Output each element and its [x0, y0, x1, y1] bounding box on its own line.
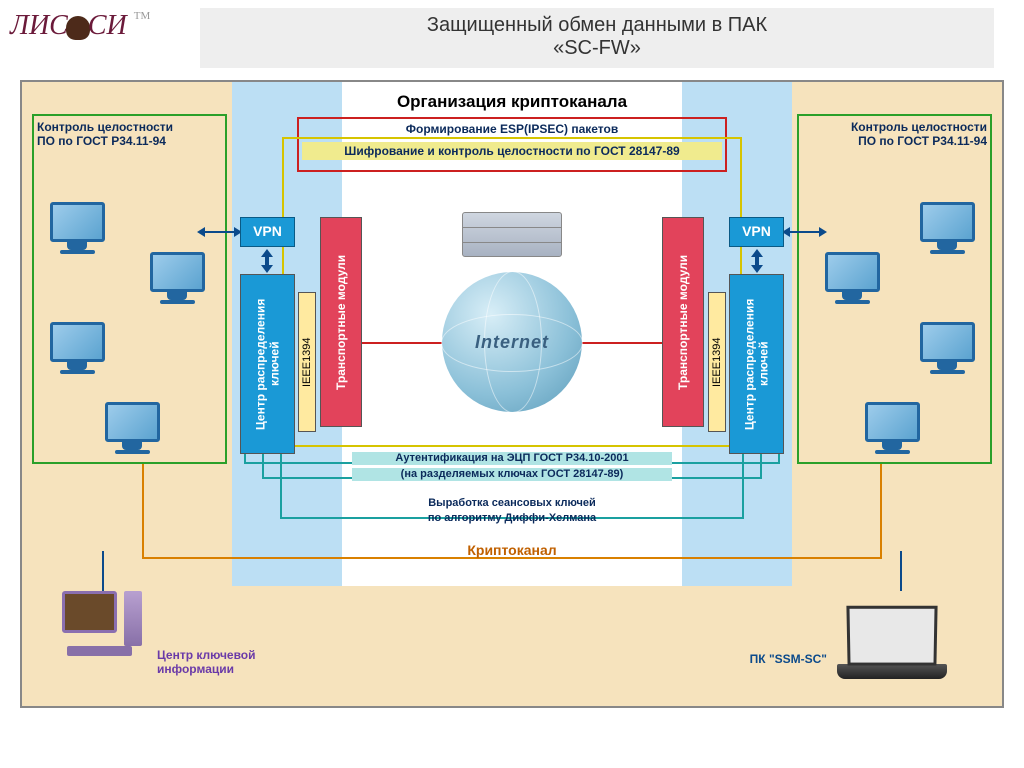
label-session: Выработка сеансовых ключей [22, 497, 1002, 510]
laptop-ssm-icon [837, 606, 947, 686]
diagram-container: Организация криптоканала Контроль целост… [20, 80, 1004, 708]
page-title: Защищенный обмен данными в ПАК «SC-FW» [200, 8, 994, 68]
monitor-icon [47, 202, 107, 257]
title-line-1: Защищенный обмен данными в ПАК [200, 14, 994, 37]
monitor-icon [822, 252, 882, 307]
transport-box-right: Транспортные модули [662, 217, 704, 427]
center-box-right: Центр распределения ключей [729, 274, 784, 454]
monitor-icon [47, 322, 107, 377]
globe-label: Internet [475, 332, 549, 353]
title-line-2: «SC-FW» [200, 37, 994, 60]
ieee-box-left: IEEE1394 [298, 292, 316, 432]
label-session2: по алгоритму Диффи-Хелмана [22, 512, 1002, 525]
center-box-left: Центр распределения ключей [240, 274, 295, 454]
pc-key-center-icon [62, 591, 142, 681]
monitor-icon [102, 402, 162, 457]
label-auth1: Аутентификация на ЭЦП ГОСТ Р34.10-2001 [352, 452, 672, 465]
ieee-box-right: IEEE1394 [708, 292, 726, 432]
transport-box-left: Транспортные модули [320, 217, 362, 427]
globe-icon: Internet [442, 272, 582, 412]
monitor-icon [147, 252, 207, 307]
server-icon [462, 212, 562, 257]
vpn-box-right: VPN [729, 217, 784, 247]
vpn-box-left: VPN [240, 217, 295, 247]
logo-tm: TM [134, 10, 151, 22]
monitor-icon [862, 402, 922, 457]
label-esp: Формирование ESP(IPSEC) пакетов [22, 122, 1002, 136]
label-cryptochannel: Криптоканал [22, 542, 1002, 558]
monitor-icon [917, 322, 977, 377]
label-encrypt: Шифрование и контроль целостности по ГОС… [302, 142, 722, 160]
label-auth2: (на разделяемых ключах ГОСТ 28147-89) [352, 468, 672, 481]
label-key-center: Центр ключевой информации [157, 648, 256, 676]
logo-icon [66, 16, 90, 40]
logo-text-2: СИ [88, 10, 127, 41]
label-ssm: ПК "SSM-SC" [750, 652, 827, 666]
monitor-icon [917, 202, 977, 257]
diagram-title: Организация криптоканала [22, 92, 1002, 112]
logo-text-1: ЛИС [10, 10, 68, 41]
logo: ЛИС СИ TM [10, 10, 150, 42]
